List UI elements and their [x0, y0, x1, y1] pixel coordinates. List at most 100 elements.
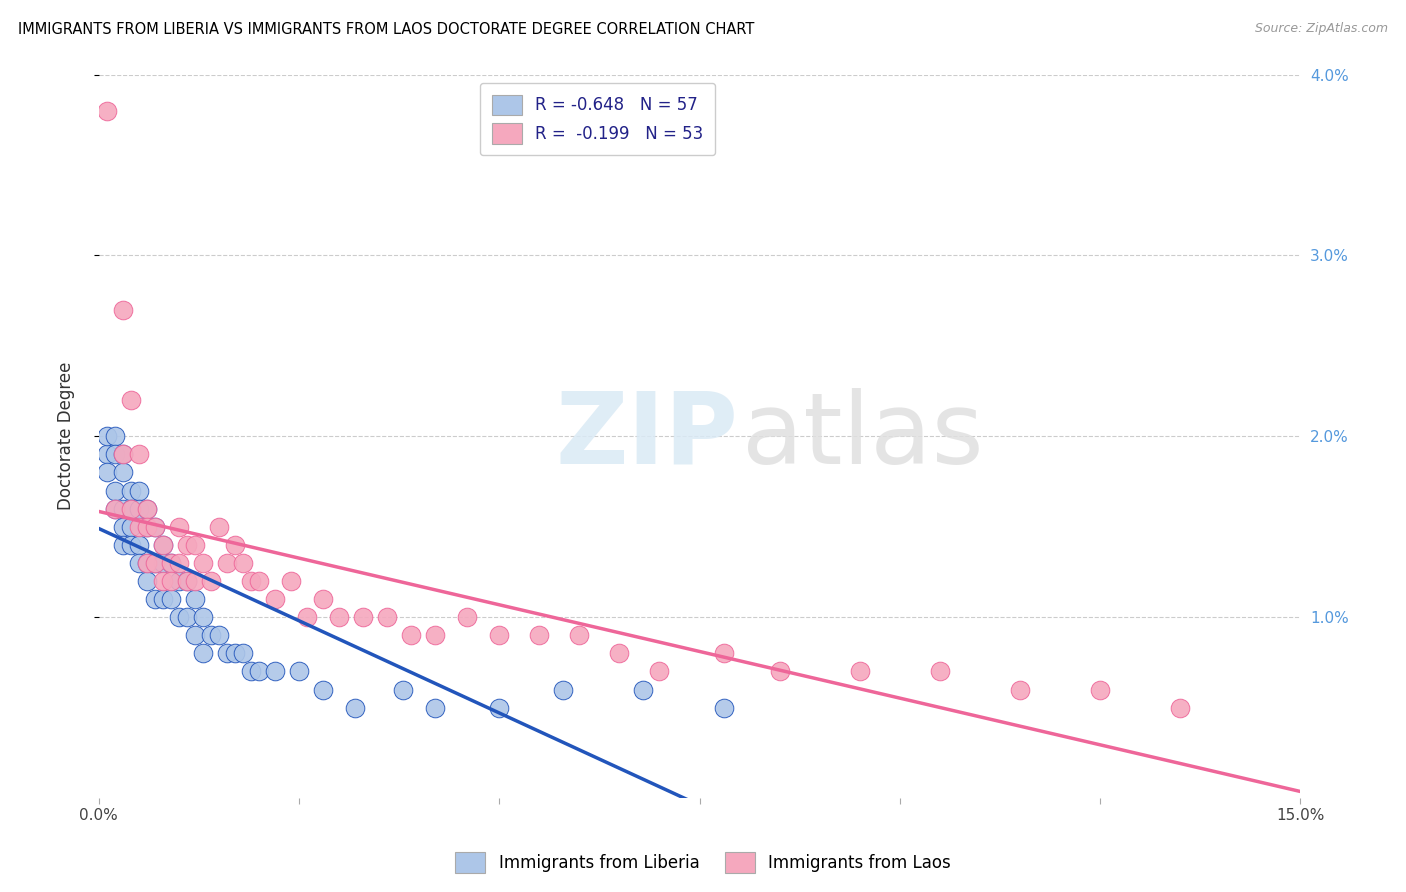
Point	[288, 665, 311, 679]
Point	[247, 574, 270, 588]
Point	[135, 556, 157, 570]
Point	[120, 501, 142, 516]
Point	[160, 574, 183, 588]
Point	[425, 700, 447, 714]
Text: IMMIGRANTS FROM LIBERIA VS IMMIGRANTS FROM LAOS DOCTORATE DEGREE CORRELATION CHA: IMMIGRANTS FROM LIBERIA VS IMMIGRANTS FR…	[18, 22, 755, 37]
Point	[104, 501, 127, 516]
Point	[111, 302, 134, 317]
Point	[135, 556, 157, 570]
Point	[375, 610, 398, 624]
Point	[928, 665, 950, 679]
Point	[713, 700, 735, 714]
Point	[200, 574, 222, 588]
Point	[280, 574, 302, 588]
Point	[111, 466, 134, 480]
Point	[529, 628, 551, 642]
Point	[295, 610, 318, 624]
Point	[1168, 700, 1191, 714]
Point	[312, 592, 335, 607]
Point	[328, 610, 350, 624]
Point	[167, 610, 190, 624]
Point	[1088, 682, 1111, 697]
Point	[399, 628, 422, 642]
Point	[648, 665, 671, 679]
Point	[184, 592, 207, 607]
Point	[128, 520, 150, 534]
Point	[184, 574, 207, 588]
Point	[104, 483, 127, 498]
Point	[120, 538, 142, 552]
Point	[128, 447, 150, 461]
Point	[152, 574, 174, 588]
Point	[264, 592, 287, 607]
Point	[568, 628, 591, 642]
Point	[633, 682, 655, 697]
Point	[208, 520, 231, 534]
Point	[160, 592, 183, 607]
Point	[111, 520, 134, 534]
Point	[128, 483, 150, 498]
Point	[232, 556, 254, 570]
Point	[143, 520, 166, 534]
Point	[152, 538, 174, 552]
Point	[152, 556, 174, 570]
Point	[1008, 682, 1031, 697]
Point	[312, 682, 335, 697]
Point	[96, 429, 118, 443]
Point	[184, 628, 207, 642]
Point	[768, 665, 790, 679]
Point	[152, 592, 174, 607]
Point	[135, 574, 157, 588]
Point	[111, 447, 134, 461]
Point	[167, 520, 190, 534]
Point	[120, 483, 142, 498]
Point	[135, 501, 157, 516]
Point	[247, 665, 270, 679]
Point	[609, 646, 631, 660]
Point	[264, 665, 287, 679]
Point	[128, 556, 150, 570]
Point	[240, 665, 263, 679]
Point	[104, 429, 127, 443]
Point	[104, 501, 127, 516]
Point	[215, 646, 238, 660]
Point	[160, 556, 183, 570]
Point	[120, 520, 142, 534]
Point	[167, 556, 190, 570]
Point	[456, 610, 478, 624]
Point	[200, 628, 222, 642]
Point	[392, 682, 415, 697]
Point	[240, 574, 263, 588]
Text: atlas: atlas	[741, 388, 983, 484]
Point	[143, 556, 166, 570]
Point	[143, 592, 166, 607]
Point	[232, 646, 254, 660]
Legend: R = -0.648   N = 57, R =  -0.199   N = 53: R = -0.648 N = 57, R = -0.199 N = 53	[479, 83, 714, 155]
Point	[224, 646, 246, 660]
Point	[120, 501, 142, 516]
Point	[111, 538, 134, 552]
Text: ZIP: ZIP	[555, 388, 738, 484]
Point	[344, 700, 367, 714]
Point	[191, 646, 214, 660]
Point	[143, 520, 166, 534]
Point	[111, 501, 134, 516]
Point	[425, 628, 447, 642]
Point	[215, 556, 238, 570]
Point	[191, 610, 214, 624]
Point	[176, 538, 198, 552]
Point	[96, 447, 118, 461]
Point	[128, 538, 150, 552]
Point	[208, 628, 231, 642]
Point	[176, 574, 198, 588]
Point	[191, 556, 214, 570]
Point	[488, 628, 510, 642]
Point	[128, 501, 150, 516]
Point	[160, 556, 183, 570]
Point	[96, 466, 118, 480]
Point	[167, 574, 190, 588]
Point	[176, 574, 198, 588]
Point	[848, 665, 870, 679]
Point	[224, 538, 246, 552]
Y-axis label: Doctorate Degree: Doctorate Degree	[58, 362, 75, 510]
